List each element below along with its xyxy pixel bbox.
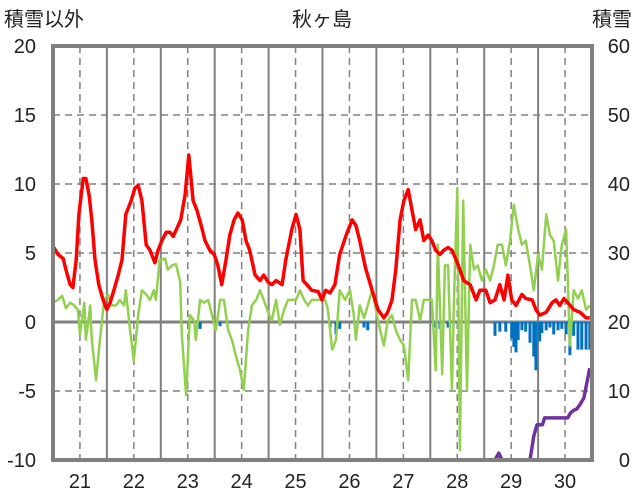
precip-bar — [560, 322, 564, 329]
precip-bar — [548, 322, 552, 328]
precip-bar — [580, 322, 584, 350]
precip-bar — [514, 322, 518, 353]
precip-bar — [338, 322, 342, 329]
precip-bar — [512, 322, 516, 347]
precip-bar — [552, 322, 556, 335]
precip-bar — [520, 322, 524, 331]
precip-bar — [544, 322, 548, 331]
y-left-tick-label: 10 — [14, 174, 36, 196]
precip-bar — [446, 322, 450, 328]
x-tick-label: 22 — [123, 471, 145, 493]
y-axis-left-ticks: -10 -5 0 5 10 15 20 — [7, 36, 36, 472]
x-tick-label: 29 — [500, 471, 522, 493]
precip-bar — [538, 322, 542, 342]
y-right-tick-label: 30 — [608, 243, 630, 265]
precip-bar — [493, 322, 497, 336]
x-tick-label: 25 — [284, 471, 306, 493]
y-right-tick-label: 10 — [608, 381, 630, 403]
precip-bar — [528, 322, 532, 343]
precip-bar — [524, 322, 528, 332]
y-left-tick-label: 20 — [14, 36, 36, 58]
y-right-tick-label: 0 — [619, 450, 630, 472]
precip-bar — [564, 322, 568, 335]
x-tick-label: 27 — [392, 471, 414, 493]
precip-bar — [498, 322, 502, 332]
precip-bar — [532, 322, 536, 357]
precip-bar — [218, 322, 222, 327]
series-line-green — [52, 186, 591, 452]
precip-bar — [576, 322, 580, 350]
y-axis-right-label: 積雪 — [592, 8, 632, 31]
precip-bar — [572, 322, 576, 336]
precip-bar — [516, 322, 520, 340]
precip-bar — [198, 322, 202, 329]
precip-bar — [588, 322, 592, 350]
series-line-red — [51, 153, 590, 320]
gridlines — [53, 46, 592, 460]
y-left-tick-label: 0 — [25, 312, 36, 334]
y-left-tick-label: -10 — [7, 450, 36, 472]
y-left-tick-label: 5 — [25, 243, 36, 265]
series-lines — [51, 153, 592, 462]
y-right-tick-label: 50 — [608, 105, 630, 127]
precip-bar — [504, 322, 508, 332]
chart-title: 秋ヶ島 — [292, 8, 352, 31]
precip-bar — [534, 322, 538, 371]
precip-bar — [366, 322, 370, 331]
y-axis-left-label: 積雪以外 — [4, 8, 84, 31]
x-axis-ticks: 21 22 23 24 25 26 27 28 29 30 — [69, 471, 576, 493]
x-tick-label: 26 — [338, 471, 360, 493]
precip-bar — [362, 322, 366, 328]
y-right-tick-label: 20 — [608, 312, 630, 334]
x-tick-label: 24 — [231, 471, 253, 493]
x-tick-label: 28 — [446, 471, 468, 493]
y-right-tick-label: 60 — [608, 36, 630, 58]
y-axis-right-ticks: 0 10 20 30 40 50 60 — [608, 36, 630, 472]
x-tick-label: 30 — [554, 471, 576, 493]
y-right-tick-label: 40 — [608, 174, 630, 196]
y-left-tick-label: -5 — [18, 381, 36, 403]
x-tick-label: 23 — [177, 471, 199, 493]
x-tick-label: 21 — [69, 471, 91, 493]
precip-bar — [584, 322, 588, 350]
y-left-tick-label: 15 — [14, 105, 36, 127]
precip-bar — [556, 322, 560, 331]
plot-frame — [51, 44, 594, 462]
precip-bar — [540, 322, 544, 334]
precip-bar — [510, 322, 514, 339]
